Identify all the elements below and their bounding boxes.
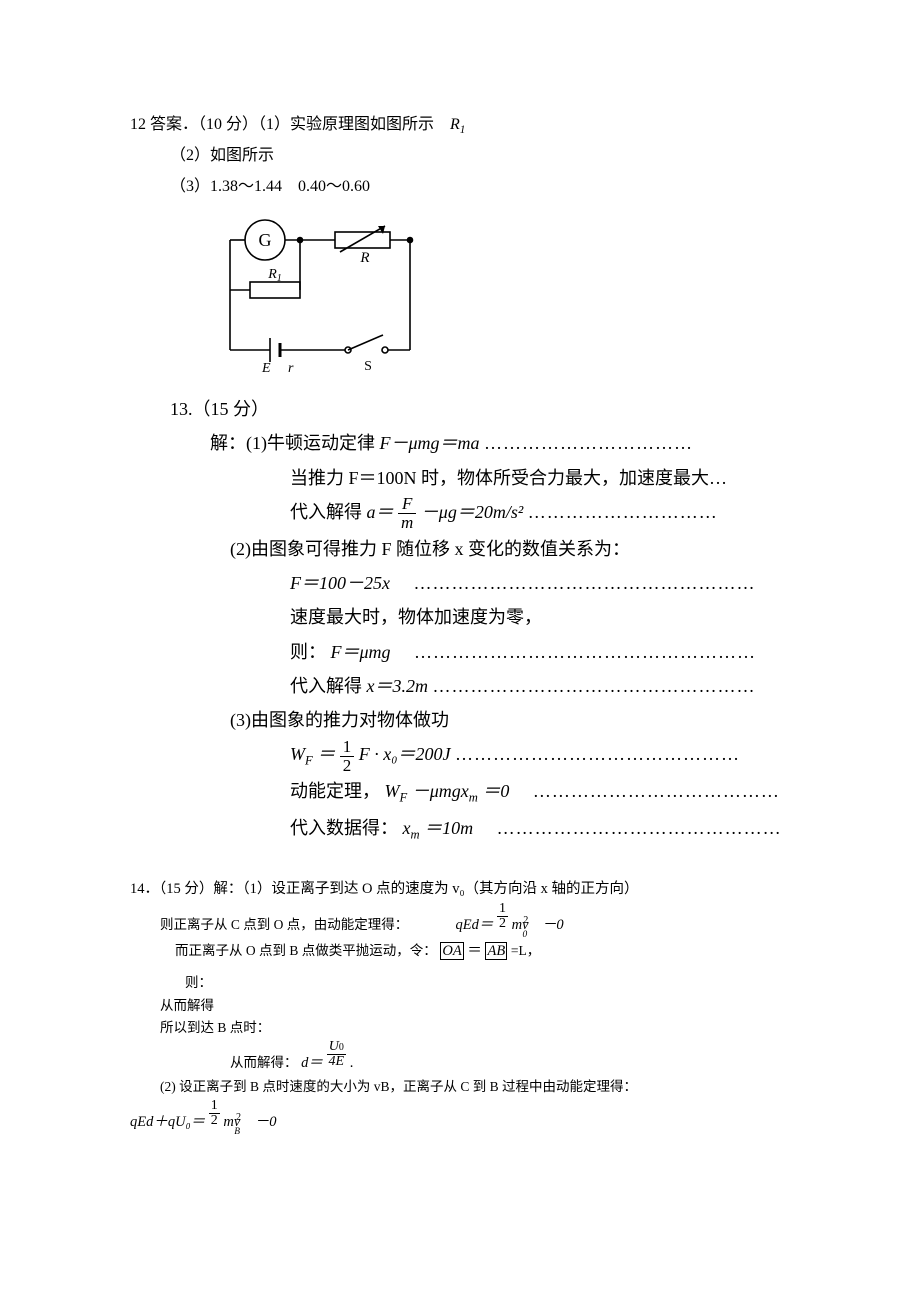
q14-header: 14．（15 分）解：（1）设正离子到达 O 点的速度为 v₀（其方向沿 x 轴… — [130, 877, 790, 902]
q13-l8: 代入解得 x＝3.2m …………………………………………… — [130, 669, 790, 703]
fraction-Fm: F m — [398, 495, 416, 532]
fraction-U0-4E: U0 4E — [327, 1040, 347, 1069]
svg-text:E: E — [261, 361, 271, 376]
q13-l7: 则： F＝μmg ……………………………………………… — [130, 635, 790, 669]
q12-header: 12 答案．（10 分）（1）实验原理图如图所示 — [130, 116, 434, 133]
q12-block: 12 答案．（10 分）（1）实验原理图如图所示 R1 （2）如图所示 （3）1… — [130, 110, 790, 380]
q13-l11: 动能定理， WF －μmgxm ＝0 ………………………………… — [130, 774, 790, 811]
q14-l3: 而正离子从 O 点到 B 点做类平抛运动，令： OA ＝ AB =L， — [130, 939, 790, 964]
q12-header-line: 12 答案．（10 分）（1）实验原理图如图所示 R1 — [130, 110, 790, 141]
svg-text:r: r — [288, 361, 294, 376]
page-root: 12 答案．（10 分）（1）实验原理图如图所示 R1 （2）如图所示 （3）1… — [0, 0, 920, 1196]
fraction-half: 1 2 — [340, 738, 355, 775]
q13-l12: 代入数据得： xm ＝10m ……………………………………… — [130, 811, 790, 848]
circuit-diagram: G R — [200, 210, 440, 380]
q14-l8: (2) 设正离子到 B 点时速度的大小为 vB，正离子从 C 到 B 过程中由动… — [130, 1076, 790, 1099]
svg-text:R1: R1 — [267, 267, 282, 284]
q13-header: 13.（15 分） — [130, 392, 790, 426]
q13-l10: WF ＝ 1 2 F · x₀＝200J ……………………………………… — [130, 737, 790, 774]
q14-l2: 则正离子从 C 点到 O 点，由动能定理得： qEd＝ 1 2 mv02 －0 — [130, 902, 790, 939]
q13-l9: (3)由图象的推力对物体做功 — [130, 703, 790, 737]
q13-l6: 速度最大时，物体加速度为零， — [130, 600, 790, 634]
q14-block: 14．（15 分）解：（1）设正离子到达 O 点的速度为 v₀（其方向沿 x 轴… — [130, 877, 790, 1135]
q13-l5: F＝100－25x ……………………………………………… — [130, 566, 790, 600]
q12-p2: （2）如图所示 — [130, 141, 790, 171]
svg-text:R: R — [359, 250, 369, 266]
circuit-svg: G R — [200, 210, 440, 380]
svg-text:S: S — [364, 359, 372, 374]
fraction-half-2: 1 2 — [497, 902, 508, 931]
q12-R1-symbol: R1 — [450, 116, 465, 133]
q13-l1: 解：(1)牛顿运动定律 F－μmg＝ma …………………………… — [130, 426, 790, 460]
q13-l3: 代入解得 a＝ F m －μg＝20m/s² ………………………… — [130, 495, 790, 532]
q14-l6: 所以到达 B 点时： — [130, 1017, 790, 1040]
q14-l7: 从而解得： d＝ U0 4E . — [130, 1040, 790, 1076]
q13-l2: 当推力 F＝100N 时，物体所受合力最大，加速度最大… — [130, 461, 790, 495]
q14-l5: 从而解得 — [130, 995, 790, 1018]
q13-block: 13.（15 分） 解：(1)牛顿运动定律 F－μmg＝ma ………………………… — [130, 392, 790, 847]
q13-l4: (2)由图象可得推力 F 随位移 x 变化的数值关系为： — [130, 532, 790, 566]
q12-p3: （3）1.38～1.44 0.40～0.60 — [130, 172, 790, 202]
fraction-half-3: 1 2 — [209, 1099, 220, 1128]
q14-l9: qEd＋qU₀＝ 1 2 mvB2 －0 — [130, 1099, 790, 1136]
svg-text:G: G — [259, 230, 272, 250]
q14-l4: 则： — [130, 972, 790, 995]
